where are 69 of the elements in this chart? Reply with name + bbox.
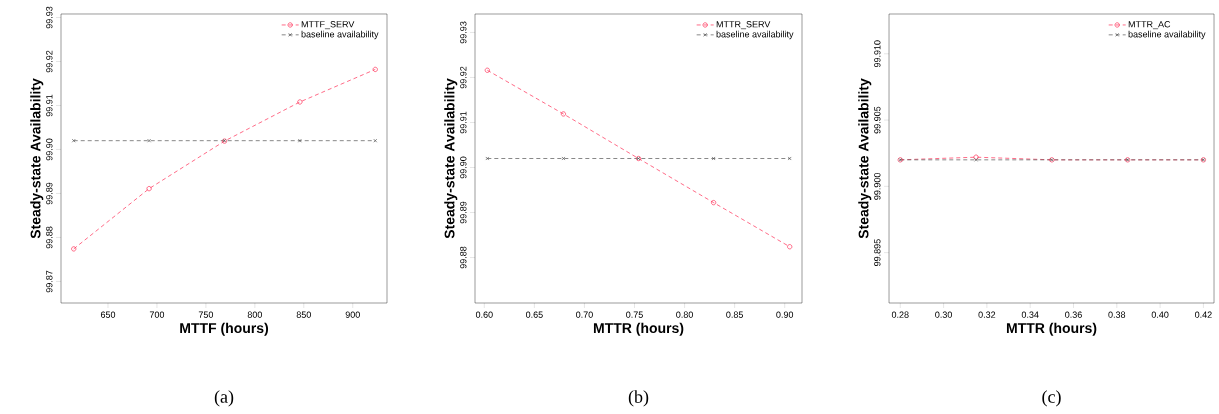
y-tick-label: 99.89 <box>460 201 467 224</box>
x-tick-label: 700 <box>149 311 165 318</box>
x-tick-label: 850 <box>296 311 311 318</box>
point <box>485 156 490 161</box>
y-tick-label: 99.91 <box>460 111 467 134</box>
x-tick-label: 0.75 <box>626 311 643 318</box>
point <box>71 246 77 252</box>
text: (c) <box>1042 390 1061 407</box>
y-axis-title: Steady-state Availability <box>444 78 458 239</box>
legend-label: baseline availability <box>1128 30 1206 40</box>
x-tick-label: 750 <box>198 311 214 318</box>
legend-label: MTTR_AC <box>1128 21 1171 30</box>
point <box>560 111 566 117</box>
legend-label: baseline availability <box>301 30 379 40</box>
point <box>787 244 793 250</box>
y-tick-label: 99.910 <box>874 40 881 68</box>
point <box>561 156 566 161</box>
x-tick-label: 900 <box>345 311 360 318</box>
y-tick-label: 99.905 <box>874 106 881 134</box>
x-tick-label: 0.28 <box>891 311 909 318</box>
x-tick-label: 0.38 <box>1108 311 1126 318</box>
y-tick-label: 99.93 <box>460 21 467 44</box>
y-tick-label: 99.91 <box>46 94 53 117</box>
point <box>297 99 303 105</box>
y-tick-label: 99.87 <box>46 270 53 293</box>
y-axis-title: Steady-state Availability <box>858 78 872 239</box>
x-tick-label: 0.30 <box>935 311 952 318</box>
text: (b) <box>628 390 649 407</box>
point <box>372 66 378 72</box>
x-tick-label: 0.42 <box>1195 311 1212 318</box>
legend-label: baseline availability <box>716 30 794 40</box>
x-tick-label: 0.34 <box>1021 311 1039 318</box>
y-tick-label: 99.90 <box>46 138 53 161</box>
x-axis-title: MTTR (hours) <box>1006 322 1097 336</box>
x-tick-label: 650 <box>100 311 116 318</box>
x-tick-label: 0.85 <box>726 311 744 318</box>
y-tick-label: 99.92 <box>46 50 53 73</box>
legend-label: MTTR_SERV <box>716 21 771 30</box>
x-tick-label: 0.60 <box>475 311 493 318</box>
x-tick-label: 0.32 <box>978 311 996 318</box>
y-tick-label: 99.89 <box>46 182 53 205</box>
point <box>146 186 152 192</box>
point <box>71 138 76 143</box>
point <box>373 138 378 143</box>
x-tick-label: 0.65 <box>525 311 543 318</box>
point <box>147 138 152 143</box>
y-tick-label: 99.93 <box>46 6 53 29</box>
x-axis-title: MTTR (hours) <box>593 322 684 336</box>
y-tick-label: 99.895 <box>874 239 881 266</box>
point <box>787 156 792 161</box>
x-tick-label: 800 <box>247 311 262 318</box>
x-axis-title: MTTF (hours) <box>180 322 269 336</box>
y-tick-label: 99.88 <box>460 246 467 269</box>
text: (a) <box>214 390 234 407</box>
x-tick-label: 0.40 <box>1151 311 1169 318</box>
point <box>297 138 302 143</box>
y-axis-title: Steady-state Availability <box>30 78 44 239</box>
point <box>484 67 490 73</box>
x-tick-label: 0.36 <box>1065 311 1082 318</box>
y-tick-label: 99.88 <box>46 226 53 249</box>
x-tick-label: 0.80 <box>676 311 693 318</box>
point <box>711 156 716 161</box>
y-tick-label: 99.90 <box>460 156 467 179</box>
y-tick-label: 99.900 <box>874 172 881 200</box>
x-tick-label: 0.70 <box>576 311 593 318</box>
legend-label: MTTF_SERV <box>301 21 355 30</box>
x-tick-label: 0.90 <box>776 311 794 318</box>
point <box>711 200 717 206</box>
y-tick-label: 99.92 <box>460 66 467 89</box>
